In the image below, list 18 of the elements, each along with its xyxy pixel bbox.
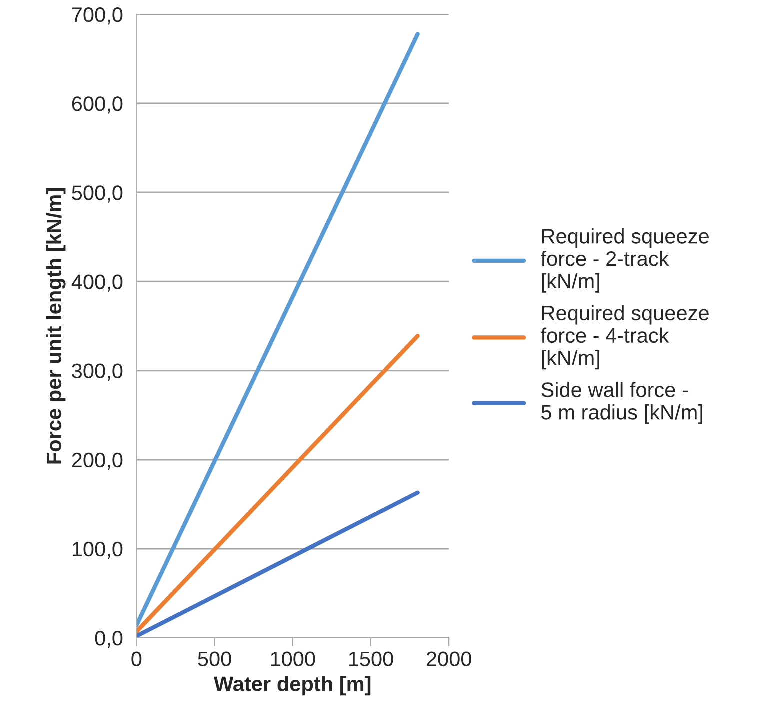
x-tick-label: 500 [198,652,232,666]
y-tick-label: 500,0 [72,186,123,203]
y-axis-title: Force per unit length [kN/m] [46,188,66,464]
y-tick-label: 0,0 [95,631,123,648]
x-axis-title: Water depth [m] [214,676,371,696]
y-tick-label: 400,0 [72,274,123,292]
legend-label: Required squeeze force - 4-track [kN/m] [541,305,709,370]
x-tick-label: 1000 [271,652,316,666]
legend-label: Side wall force - 5 m radius [kN/m] [542,382,702,424]
x-tick-label: 2000 [426,652,472,666]
y-tick-label: 200,0 [72,452,123,470]
legend-label: Required squeeze force - 2-track [kN/m] [541,228,709,293]
y-tick-label: 600,0 [72,96,123,114]
x-tick-label: 1500 [349,652,394,666]
x-tick-label: 0 [132,652,142,666]
y-tick-label: 100,0 [72,542,123,560]
y-tick-label: 700,0 [72,8,123,25]
y-tick-label: 300,0 [72,364,123,381]
